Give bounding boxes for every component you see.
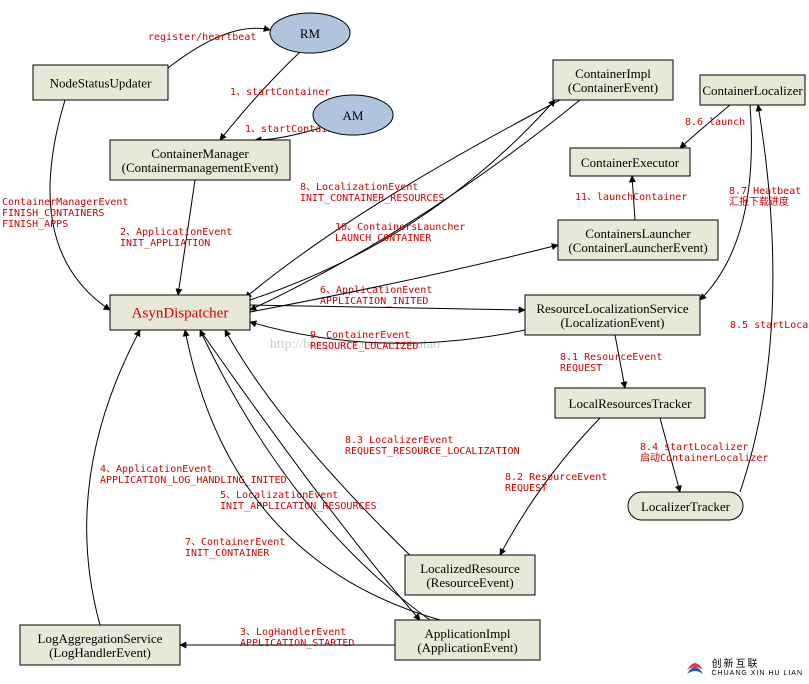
node-am: AM — [313, 95, 393, 135]
edge-label: 8、LocalizationEvent — [300, 182, 418, 193]
edge-label: LAUNCH_CONTAINER — [335, 233, 432, 244]
node-cl: ContainerLocalizer — [700, 75, 805, 105]
node-rm: RM — [270, 13, 350, 53]
edge-label: 7、ContainerEvent — [185, 537, 285, 548]
edge-label: 8.7 Heatbeat — [729, 186, 801, 197]
svg-text:LocalizerTracker: LocalizerTracker — [641, 499, 731, 514]
svg-text:NodeStatusUpdater: NodeStatusUpdater — [50, 76, 152, 91]
svg-text:(ApplicationEvent): (ApplicationEvent) — [417, 640, 517, 655]
svg-text:ContainerLocalizer: ContainerLocalizer — [702, 83, 803, 98]
edge-label: RESOURCE_LOCALIZED — [310, 341, 418, 352]
node-cls: ContainersLauncher(ContainerLauncherEven… — [558, 220, 718, 260]
svg-text:ContainersLauncher: ContainersLauncher — [585, 226, 691, 241]
node-ad: AsynDispatcher — [110, 295, 250, 330]
logo-cn-text: 创新互联 — [711, 655, 803, 670]
logo-icon — [683, 654, 707, 678]
node-rls: ResourceLocalizationService(Localization… — [525, 295, 700, 335]
edge-label: 8.3 LocalizerEvent — [345, 435, 453, 446]
edge-label: 3、LogHandlerEvent — [240, 627, 346, 638]
edge-label: register/heartbeat — [148, 32, 256, 43]
node-ai: ApplicationImpl(ApplicationEvent) — [395, 620, 540, 660]
edge-label: 8.2 ResourceEvent — [505, 472, 607, 483]
svg-text:(ResourceEvent): (ResourceEvent) — [426, 575, 513, 590]
logo-en-text: CHUANG XIN HU LIAN — [711, 670, 803, 677]
edge-label: ContainerManagerEvent — [2, 197, 128, 208]
svg-text:ContainerImpl: ContainerImpl — [575, 66, 651, 81]
edge-label: 4、ApplicationEvent — [100, 464, 212, 475]
edge-label: INIT_APPLIATION — [120, 238, 210, 249]
svg-text:(ContainerEvent): (ContainerEvent) — [568, 80, 658, 95]
edge-label: 汇报下载进度 — [729, 195, 789, 208]
node-ce: ContainerExecutor — [570, 148, 690, 176]
edge-label: 11、launchContainer — [575, 192, 687, 203]
edge-label: INIT_CONTAINER_RESOURCES — [300, 193, 445, 204]
svg-text:ContainerManager: ContainerManager — [151, 146, 249, 161]
node-lr: LocalizedResource(ResourceEvent) — [405, 555, 535, 595]
edge-label: 2、ApplicationEvent — [120, 227, 232, 238]
edge-label: FINISH_APPS — [2, 219, 68, 230]
edge-label: 8.1 ResourceEvent — [560, 352, 662, 363]
edge-label: 8.5 startLocalizer — [730, 320, 809, 331]
edge-label: REQUEST_RESOURCE_LOCALIZATION — [345, 446, 520, 457]
brand-logo: 创新互联 CHUANG XIN HU LIAN — [683, 654, 803, 678]
svg-text:LocalizedResource: LocalizedResource — [420, 561, 520, 576]
svg-text:AsynDispatcher: AsynDispatcher — [132, 306, 229, 322]
node-nsu: NodeStatusUpdater — [33, 65, 168, 100]
node-ci: ContainerImpl(ContainerEvent) — [553, 60, 673, 100]
edge-label: FINISH_CONTAINERS — [2, 208, 104, 219]
edge — [740, 105, 773, 492]
edge-label: REQUEST — [560, 363, 602, 374]
svg-text:(LocalizationEvent): (LocalizationEvent) — [561, 315, 665, 330]
svg-text:AM: AM — [343, 108, 364, 123]
svg-text:ApplicationImpl: ApplicationImpl — [425, 626, 511, 641]
edge-label: 10、ContainersLauncher — [335, 222, 465, 233]
edge-label: REQUEST — [505, 483, 547, 494]
svg-text:(ContainermanagementEvent): (ContainermanagementEvent) — [122, 160, 279, 175]
svg-text:ContainerExecutor: ContainerExecutor — [581, 155, 680, 170]
svg-text:ResourceLocalizationService: ResourceLocalizationService — [536, 301, 689, 316]
edge-label: APPLICATION_STARTED — [240, 638, 354, 649]
node-cm: ContainerManager(ContainermanagementEven… — [110, 140, 290, 180]
edge-label: APPLICATION_LOG_HANDLING_INITED — [100, 475, 287, 486]
edge-label: INIT_CONTAINER — [185, 548, 270, 559]
svg-text:LocalResourcesTracker: LocalResourcesTracker — [569, 396, 693, 411]
svg-text:(ContainerLauncherEvent): (ContainerLauncherEvent) — [568, 240, 707, 255]
svg-text:LogAggregationService: LogAggregationService — [38, 631, 163, 646]
node-lrt: LocalResourcesTracker — [555, 388, 705, 418]
edge-label: INIT_APPLICATION_RESOURCES — [220, 501, 377, 512]
diagram-canvas: http://blog.csdn.net/yangbutao register/… — [0, 0, 809, 684]
svg-text:RM: RM — [300, 26, 321, 41]
svg-text:(LogHandlerEvent): (LogHandlerEvent) — [49, 645, 151, 660]
node-lt: LocalizerTracker — [628, 492, 743, 520]
edge-label: APPLICATION_INITED — [320, 296, 428, 307]
edge-label: 5、LocalizationEvent — [220, 490, 338, 501]
node-las: LogAggregationService(LogHandlerEvent) — [20, 625, 180, 665]
edge-label: 8.6 launch — [685, 117, 745, 128]
edge-label: 8.4 startLocalizer — [640, 442, 748, 453]
edge-label: 9、ContainerEvent — [310, 330, 410, 341]
edge-label: 1、startContainer — [230, 87, 330, 98]
